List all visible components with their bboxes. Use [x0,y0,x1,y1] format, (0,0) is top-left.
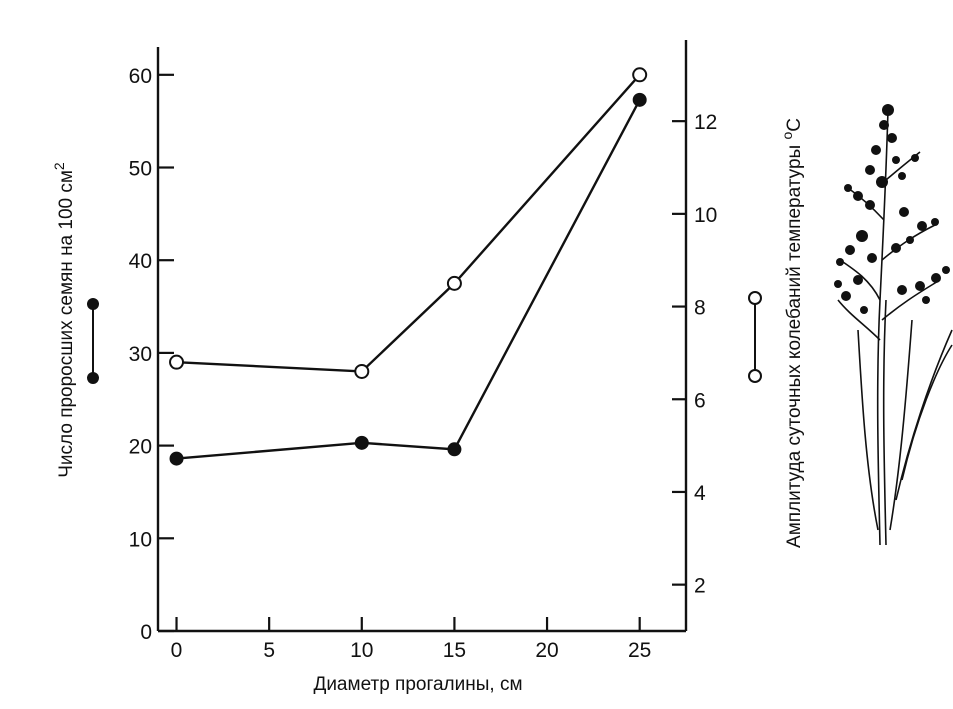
y-left-tick-label: 50 [129,158,152,181]
series-group [169,67,648,466]
y-right-axis-title-unit: C [784,118,805,132]
axes [156,40,688,633]
legend-open-marker-bottom [748,369,762,383]
y-right-axis-title: Амплитуда суточных колебаний температуры… [779,118,805,548]
y-left-tick-label: 0 [140,621,152,644]
data-point-open [446,275,462,291]
legend-filled-marker-top [87,298,99,310]
y-right-tick-label: 10 [694,204,717,227]
y-left-tick-label: 10 [129,528,152,551]
series-line-filled [176,99,641,460]
legend-open-marker-top [748,291,762,305]
y-right-tick-label: 8 [694,297,706,320]
y-left-tick-label: 30 [129,343,152,366]
x-tick-label: 0 [171,639,183,662]
y-left-tick-label: 60 [129,65,152,88]
y-right-tick-label: 12 [694,111,717,134]
x-tick-label: 5 [263,639,275,662]
series-line-open [176,74,641,373]
y-right-axis-title-text: Амплитуда суточных колебаний температуры [784,140,805,548]
y-left-axis-title-superscript: 2 [51,162,67,170]
data-point-open [632,67,648,83]
x-tick-label: 25 [628,639,651,662]
data-point-open [354,363,370,379]
y-right-tick-label: 4 [694,482,706,505]
data-point-filled [354,435,369,450]
plant-illustration [834,104,953,546]
data-point-filled [447,442,462,457]
x-tick-label: 20 [535,639,558,662]
data-point-filled [632,92,647,107]
y-right-tick-label: 2 [694,575,706,598]
y-left-axis-title-text: Число проросших семян на 100 см [56,170,77,478]
legend-filled-marker-bottom [87,372,99,384]
y-right-tick-label: 6 [694,389,706,412]
y-right-axis-title-degree: o [779,132,795,140]
y-left-axis-title: Число проросших семян на 100 см2 [51,162,77,478]
data-point-filled [169,451,184,466]
data-point-open [169,354,185,370]
x-tick-label: 10 [350,639,373,662]
legend [87,291,762,384]
x-axis-title: Диаметр прогалины, см [313,674,522,695]
y-left-tick-label: 40 [129,250,152,273]
x-tick-label: 15 [443,639,466,662]
ticks: 0 5 10 15 20 25 0 10 20 30 40 50 60 2 4 6 8 10 12 [129,65,718,662]
y-left-tick-label: 20 [129,436,152,459]
